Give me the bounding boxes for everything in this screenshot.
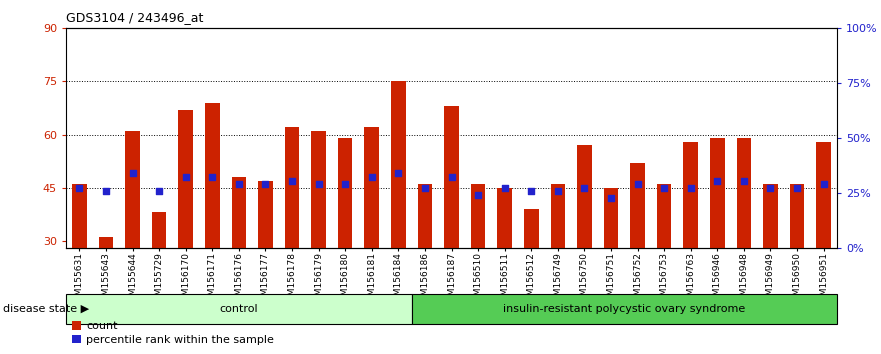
Point (498, 185, 512, 190)
Bar (657, 184, 671, 248)
Bar (603, 188, 618, 248)
Point (764, 185, 778, 190)
Point (418, 185, 432, 190)
Bar (817, 142, 831, 248)
Bar (470, 184, 485, 248)
Bar (737, 138, 751, 248)
Point (684, 185, 698, 190)
Text: insulin-resistant polycystic ovary syndrome: insulin-resistant polycystic ovary syndr… (503, 304, 745, 314)
Point (710, 178, 724, 183)
Bar (99, 237, 114, 248)
Point (444, 174, 458, 180)
Bar (285, 127, 300, 248)
Bar (498, 188, 512, 248)
Bar (66, 294, 411, 324)
Bar (152, 212, 167, 248)
Bar (311, 131, 326, 248)
Bar (365, 127, 379, 248)
Bar (444, 106, 459, 248)
Bar (178, 110, 193, 248)
Point (790, 185, 804, 190)
Bar (125, 131, 140, 248)
Bar (577, 145, 592, 248)
Point (577, 185, 591, 190)
Bar (205, 103, 219, 248)
Text: control: control (219, 304, 258, 314)
Point (524, 188, 538, 194)
Bar (710, 138, 725, 248)
Bar (232, 177, 246, 248)
Point (604, 195, 618, 201)
Bar (391, 81, 405, 248)
Text: GDS3104 / 243496_at: GDS3104 / 243496_at (66, 11, 204, 24)
Point (179, 174, 193, 180)
Point (152, 188, 167, 194)
Point (285, 178, 299, 183)
Point (338, 181, 352, 187)
Point (551, 188, 565, 194)
Text: disease state ▶: disease state ▶ (3, 304, 89, 314)
Bar (418, 184, 433, 248)
Point (258, 181, 272, 187)
Bar (789, 184, 804, 248)
Bar (684, 142, 698, 248)
Bar (72, 184, 86, 248)
Point (737, 178, 751, 183)
Point (312, 181, 326, 187)
Point (72, 185, 86, 190)
Bar (524, 209, 538, 248)
Legend: count, percentile rank within the sample: count, percentile rank within the sample (71, 321, 274, 345)
Point (817, 181, 831, 187)
Point (631, 181, 645, 187)
Point (391, 171, 405, 176)
Point (205, 174, 219, 180)
Point (99, 188, 113, 194)
Point (232, 181, 246, 187)
Bar (763, 184, 778, 248)
Bar (258, 181, 273, 248)
Point (365, 174, 379, 180)
Bar (411, 294, 837, 324)
Point (125, 171, 139, 176)
Point (657, 185, 671, 190)
Bar (630, 163, 645, 248)
Bar (551, 184, 565, 248)
Bar (338, 138, 352, 248)
Point (471, 192, 485, 198)
